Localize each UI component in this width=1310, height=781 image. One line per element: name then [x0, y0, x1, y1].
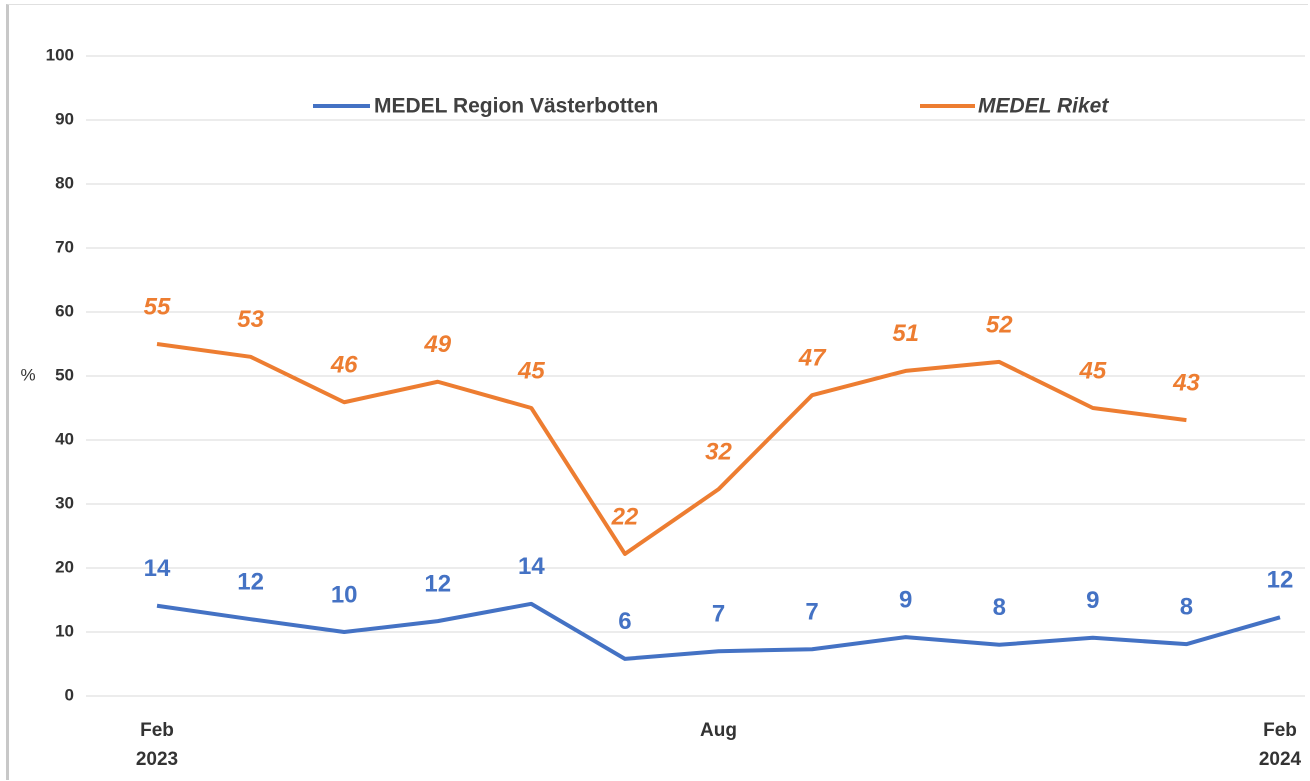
data-label: 12 — [424, 570, 451, 597]
data-label: 53 — [237, 306, 264, 333]
data-label: 9 — [899, 586, 912, 613]
data-label: 22 — [611, 503, 639, 530]
data-label: 7 — [712, 601, 725, 628]
frame — [6, 4, 1308, 780]
y-tick-label: 10 — [55, 621, 74, 640]
y-tick-label: 50 — [55, 365, 74, 384]
data-label: 12 — [237, 569, 264, 596]
data-label: 8 — [1180, 594, 1193, 621]
data-label: 45 — [1078, 357, 1106, 384]
y-tick-label: 100 — [46, 45, 74, 64]
x-tick-label: Aug — [700, 720, 737, 741]
data-label: 49 — [423, 331, 451, 358]
data-label: 14 — [144, 555, 171, 582]
y-tick-label: 40 — [55, 429, 74, 448]
y-tick-label: 90 — [55, 109, 74, 128]
legend-label: MEDEL Riket — [978, 95, 1109, 118]
data-label: 47 — [798, 345, 827, 372]
data-label: 55 — [144, 293, 171, 320]
y-tick-label: 30 — [55, 493, 74, 512]
data-label: 52 — [986, 311, 1013, 338]
data-label: 7 — [805, 599, 818, 626]
data-label: 12 — [1267, 567, 1294, 594]
data-label: 6 — [618, 608, 631, 635]
data-label: 45 — [517, 357, 545, 384]
data-label: 43 — [1172, 370, 1200, 397]
y-tick-label: 20 — [55, 557, 74, 576]
y-axis-label: % — [20, 365, 35, 384]
y-tick-label: 70 — [55, 237, 74, 256]
x-tick-label: Feb 2023 — [135, 720, 179, 770]
data-label: 8 — [993, 594, 1006, 621]
data-label: 32 — [705, 439, 732, 466]
x-tick-label: Feb 2024 — [1258, 720, 1302, 770]
series-line — [156, 601, 1281, 661]
data-label: 10 — [331, 581, 358, 608]
y-tick-label: 80 — [55, 173, 74, 192]
legend-label: MEDEL Region Västerbotten — [374, 95, 658, 118]
y-tick-label: 0 — [65, 685, 74, 704]
y-tick-label: 60 — [55, 301, 74, 320]
data-label: 46 — [330, 352, 358, 379]
data-label: 14 — [518, 553, 545, 580]
data-label: 9 — [1086, 587, 1099, 614]
series-line — [156, 342, 1187, 556]
data-label: 51 — [892, 320, 919, 347]
